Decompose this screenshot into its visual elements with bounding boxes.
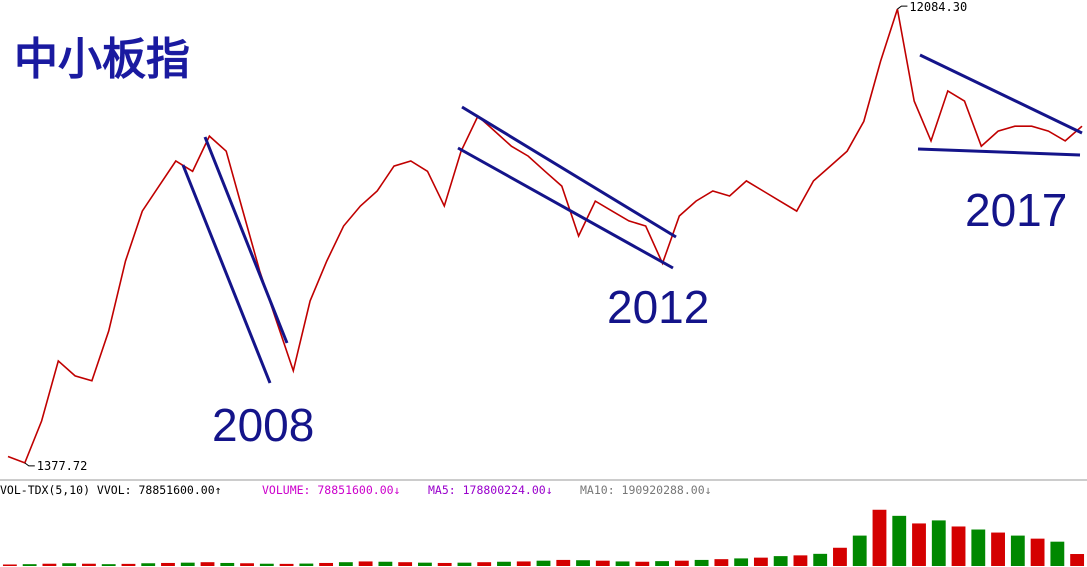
volume-bar <box>240 563 254 566</box>
chart-title: 中小板指 <box>14 34 190 85</box>
trend-line <box>457 146 674 270</box>
volume-bar <box>82 563 96 566</box>
trend-line <box>461 105 677 239</box>
indicator-text: VOLUME: 78851600.00↓ <box>262 483 400 497</box>
volume-bar <box>813 553 828 566</box>
volume-bar <box>378 561 393 566</box>
volume-bar <box>912 523 926 566</box>
volume-bar <box>437 562 452 566</box>
volume-bar <box>951 526 966 566</box>
volume-bar <box>220 562 235 566</box>
volume-bar <box>1030 538 1045 566</box>
max-marker <box>897 5 908 10</box>
volume-bar <box>971 529 986 566</box>
volume-bar <box>892 515 907 566</box>
volume-bar <box>180 562 195 566</box>
volume-bar <box>42 563 57 566</box>
volume-bar <box>655 561 669 566</box>
volume-bar <box>753 557 768 566</box>
volume-bar <box>121 563 136 566</box>
volume-bar <box>536 560 551 566</box>
volume-bar <box>931 520 946 566</box>
volume-bar <box>1070 554 1085 566</box>
volume-bar <box>418 562 432 566</box>
volume-bar <box>833 547 847 566</box>
volume-bar <box>615 561 630 566</box>
volume-bar <box>477 562 492 566</box>
volume-bar <box>991 532 1005 566</box>
volume-bar <box>556 559 571 566</box>
volume-panel <box>2 509 1085 566</box>
volume-bar <box>161 562 175 566</box>
volume-bar <box>358 561 373 566</box>
volume-bar <box>497 561 511 566</box>
trend-line <box>917 147 1081 157</box>
volume-bar <box>852 535 867 566</box>
volume-bar <box>457 562 472 566</box>
trend-line <box>203 136 289 344</box>
volume-bar <box>299 563 314 566</box>
price-line <box>7 8 1083 464</box>
price-panel: 12084.30 1377.72 <box>7 0 1083 473</box>
volume-bar <box>101 564 116 566</box>
volume-bar <box>516 561 531 566</box>
volume-bar <box>259 563 274 566</box>
volume-bar <box>635 561 650 566</box>
volume-bar <box>338 562 353 566</box>
volume-bar <box>773 556 788 566</box>
volume-bar <box>793 555 808 566</box>
annotation: 2012 <box>607 281 709 333</box>
annotation: 2017 <box>965 184 1067 236</box>
volume-bar <box>1050 541 1065 566</box>
volume-bar <box>200 562 215 566</box>
volume-bar <box>595 560 610 566</box>
volume-bar <box>674 560 689 566</box>
volume-bar <box>734 558 749 566</box>
indicator-text: MA10: 190920288.00↓ <box>580 483 712 497</box>
volume-bar <box>22 564 37 566</box>
min-marker <box>24 462 35 467</box>
volume-bar <box>62 563 77 566</box>
volume-bar <box>1010 535 1025 566</box>
volume-bar <box>714 559 729 566</box>
indicator-text: MA5: 178800224.00↓ <box>428 483 553 497</box>
volume-bar <box>872 509 887 566</box>
volume-bar <box>2 564 17 566</box>
volume-bar <box>576 560 590 566</box>
trend-line <box>181 164 272 384</box>
volume-bar <box>398 562 413 566</box>
volume-bar <box>279 563 294 566</box>
annotation: 2008 <box>212 399 314 451</box>
trend-line <box>919 53 1083 135</box>
volume-bar <box>141 563 156 566</box>
min-label: 1377.72 <box>37 459 88 473</box>
volume-bar <box>694 559 709 566</box>
indicator-text: VOL-TDX(5,10) VVOL: 78851600.00↑ <box>0 483 222 497</box>
max-label: 12084.30 <box>909 0 967 14</box>
volume-bar <box>319 562 334 566</box>
